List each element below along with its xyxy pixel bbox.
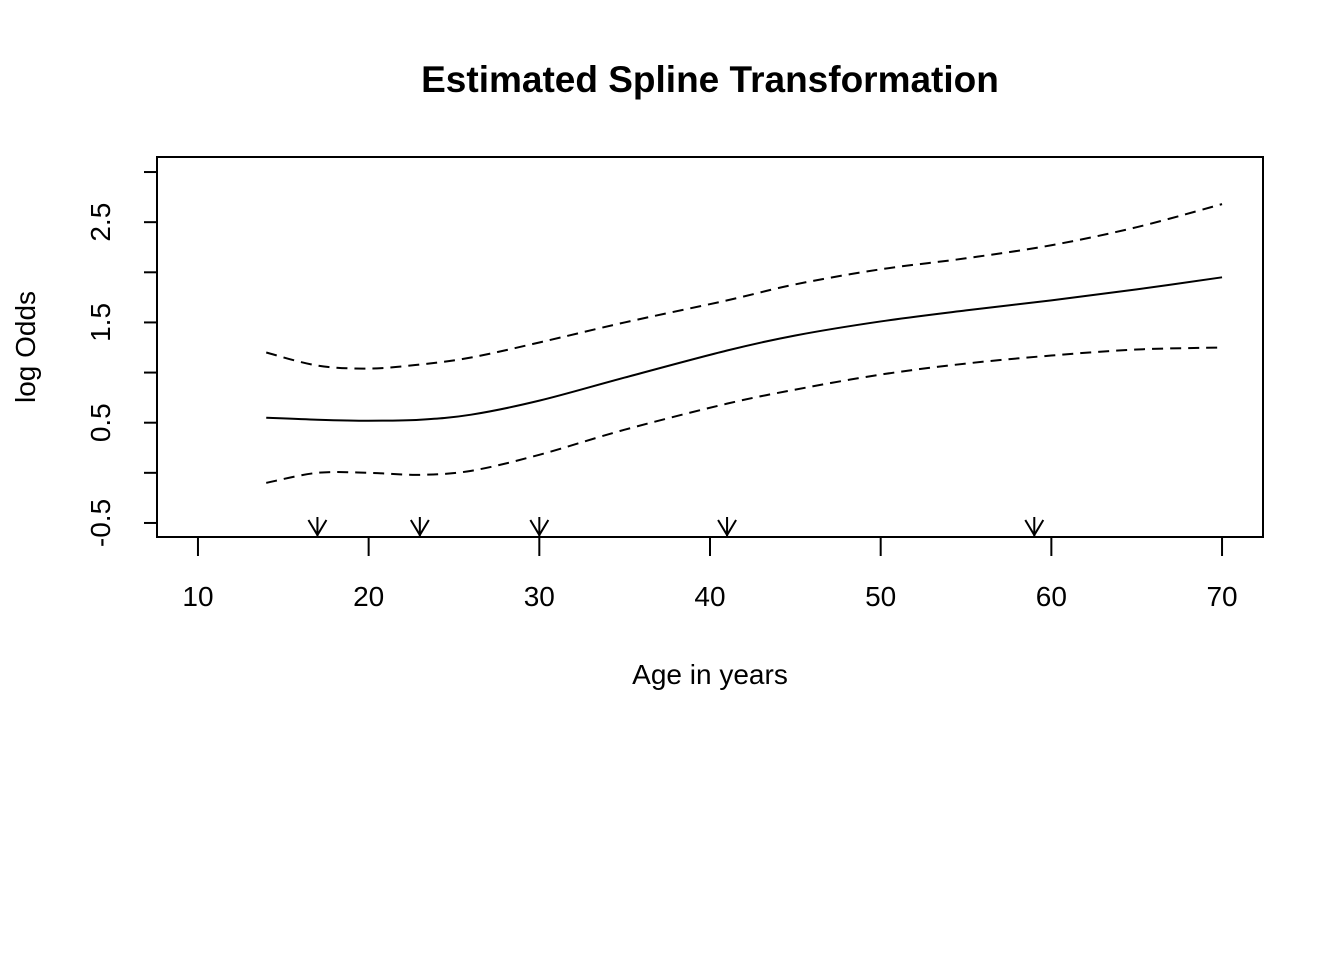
x-axis: 10 20 30 40 50 60 70 <box>182 537 1238 612</box>
lower-band-line <box>266 346 1223 484</box>
y-tick-label: 2.5 <box>85 203 116 242</box>
knot-markers <box>307 517 1045 537</box>
x-tick-label: 60 <box>1036 581 1067 612</box>
knot-arrow <box>409 517 430 537</box>
chart-title: Estimated Spline Transformation <box>421 59 999 100</box>
y-tick-label: 1.5 <box>85 303 116 342</box>
series-lines <box>265 203 1223 484</box>
x-tick-label: 50 <box>865 581 896 612</box>
upper-band-line <box>265 203 1223 370</box>
knot-arrow <box>529 517 550 537</box>
spline-estimate-line <box>266 276 1223 422</box>
knot-arrow <box>1024 517 1045 537</box>
x-tick-label: 40 <box>694 581 725 612</box>
x-tick-label: 10 <box>182 581 213 612</box>
y-tick-label: 0.5 <box>85 403 116 442</box>
x-tick-label: 30 <box>524 581 555 612</box>
y-axis: -0.5 0.5 1.5 2.5 <box>85 171 157 547</box>
x-axis-label: Age in years <box>632 659 788 690</box>
x-tick-label: 20 <box>353 581 384 612</box>
plot-frame <box>156 156 1264 538</box>
knot-arrow <box>307 517 328 537</box>
knot-arrow <box>717 517 737 537</box>
y-tick-label: -0.5 <box>85 499 116 547</box>
y-axis-label: log Odds <box>10 291 41 403</box>
x-tick-label: 70 <box>1206 581 1237 612</box>
